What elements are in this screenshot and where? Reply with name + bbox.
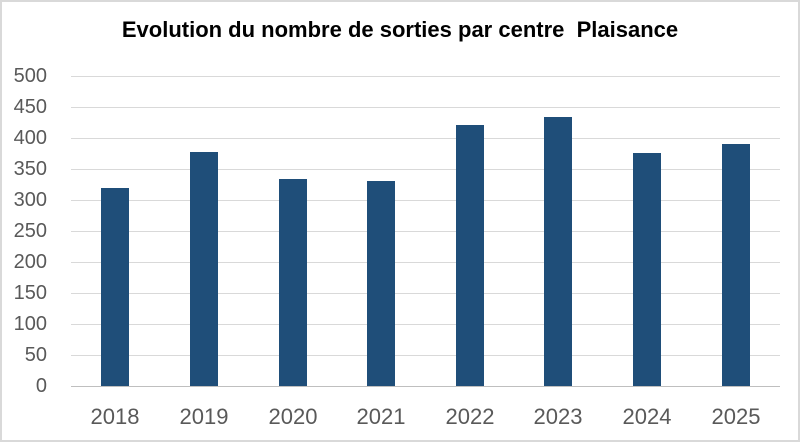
y-axis-tick-label: 350 [13, 158, 47, 180]
bar-2020 [279, 179, 307, 386]
y-axis-tick-label: 300 [13, 189, 47, 211]
gridline [71, 107, 780, 108]
x-axis-label: 2020 [268, 404, 318, 429]
gridline [71, 76, 780, 77]
x-axis-label: 2018 [90, 404, 140, 429]
y-axis-tick-label: 100 [13, 313, 47, 335]
gridline [71, 138, 780, 139]
y-axis-tick-label: 250 [13, 220, 47, 242]
bar-2022 [456, 125, 484, 386]
bar-2021 [367, 181, 395, 386]
y-axis-tick-label: 50 [24, 344, 47, 366]
bar-2018 [101, 188, 129, 386]
gridline [71, 231, 780, 232]
y-axis-tick-label: 400 [13, 127, 47, 149]
bar-2019 [190, 152, 218, 386]
bar-2023 [544, 117, 572, 386]
gridline [71, 200, 780, 201]
x-axis-label: 2025 [711, 404, 761, 429]
x-axis-line [71, 386, 780, 387]
bar-2024 [633, 153, 661, 386]
gridline [71, 169, 780, 170]
chart-title: Evolution du nombre de sorties par centr… [121, 17, 679, 42]
y-axis-tick-label: 450 [13, 96, 47, 118]
x-axis-label: 2019 [179, 404, 229, 429]
x-axis-label: 2023 [533, 404, 583, 429]
y-axis-tick-label: 200 [13, 251, 47, 273]
x-axis-label: 2024 [622, 404, 672, 429]
gridline [71, 355, 780, 356]
gridline [71, 324, 780, 325]
x-axis-label: 2022 [445, 404, 495, 429]
y-axis-tick-label: 500 [13, 65, 47, 87]
x-axis-label: 2021 [356, 404, 406, 429]
y-axis-tick-label: 150 [13, 282, 47, 304]
y-axis-tick-label: 0 [35, 375, 47, 397]
bar-2025 [722, 144, 750, 386]
gridline [71, 262, 780, 263]
gridline [71, 293, 780, 294]
